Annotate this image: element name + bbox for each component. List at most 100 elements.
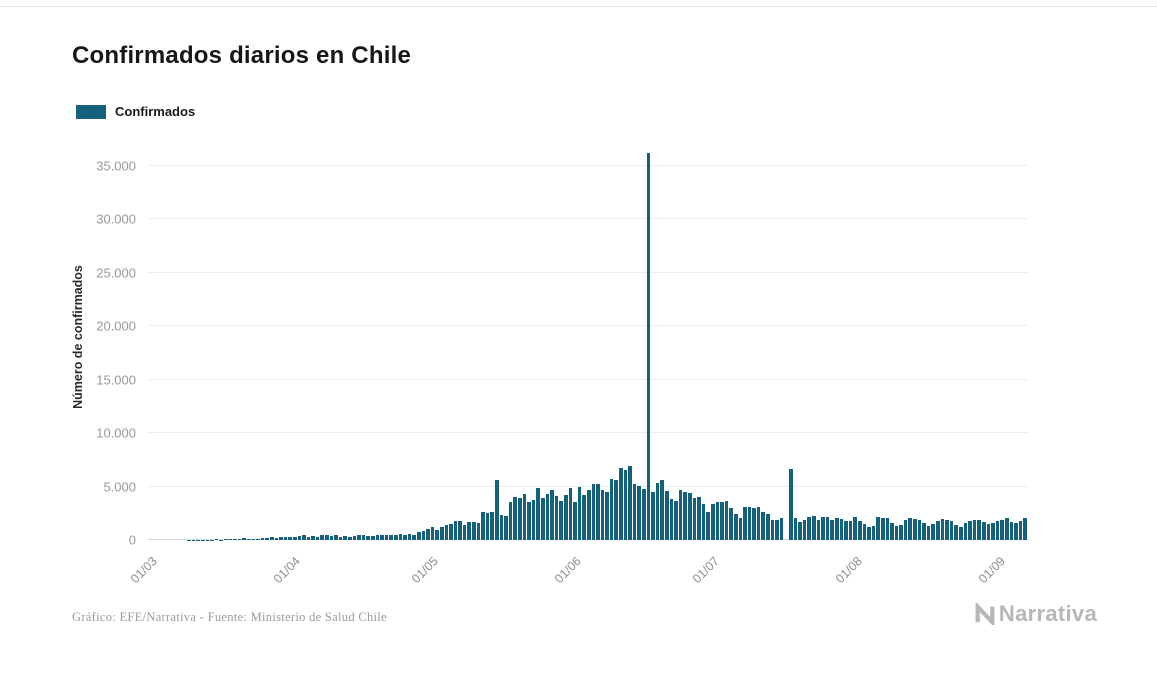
bar[interactable] [412,534,416,540]
legend[interactable]: Confirmados [76,104,195,119]
bar[interactable] [995,521,1000,540]
bar[interactable] [674,501,678,540]
bar[interactable] [646,153,651,540]
bar[interactable] [715,501,720,540]
bar[interactable] [940,518,945,540]
bar[interactable] [1023,517,1027,540]
bar[interactable] [531,500,536,540]
bar[interactable] [596,483,600,540]
bar[interactable] [825,517,830,540]
bar[interactable] [481,511,485,540]
bar[interactable] [554,495,559,540]
bar[interactable] [880,517,885,540]
bar[interactable] [885,518,890,540]
bar[interactable] [329,535,334,540]
bar[interactable] [403,534,407,540]
bar[interactable] [959,526,963,540]
bar[interactable] [545,493,550,540]
bar[interactable] [660,480,664,540]
bar[interactable] [490,511,495,540]
bar[interactable] [720,502,724,540]
bar[interactable] [421,530,426,540]
bar[interactable] [614,480,619,540]
bar[interactable] [600,489,605,540]
bar[interactable] [338,536,343,540]
bar[interactable] [449,523,453,540]
bar[interactable] [665,490,669,540]
bar[interactable] [724,500,729,540]
bar[interactable] [398,534,403,540]
bar[interactable] [972,520,977,540]
bar[interactable] [683,492,687,540]
bar[interactable] [779,517,784,540]
bar[interactable] [288,536,292,540]
bar[interactable] [320,535,325,540]
bar[interactable] [591,483,596,540]
bar[interactable] [325,535,329,540]
bar[interactable] [743,506,747,540]
bar[interactable] [678,490,683,540]
bar[interactable] [269,536,274,540]
bar[interactable] [522,494,527,540]
bar[interactable] [862,524,867,540]
bar[interactable] [747,507,752,540]
bar[interactable] [499,514,504,540]
bar[interactable] [426,529,430,540]
bar[interactable] [775,519,779,540]
bar[interactable] [384,535,389,540]
bar[interactable] [527,502,531,540]
bar[interactable] [871,525,876,540]
bar[interactable] [302,535,306,540]
bar[interactable] [508,502,513,540]
bar[interactable] [504,515,508,540]
bar[interactable] [573,502,577,540]
bar[interactable] [453,520,458,540]
bar[interactable] [458,521,462,540]
bar[interactable] [366,536,370,540]
bar[interactable] [669,499,674,540]
bar[interactable] [416,531,421,540]
bar[interactable] [642,489,646,540]
bar[interactable] [352,536,357,540]
bar[interactable] [876,517,880,540]
bar[interactable] [770,520,775,540]
bar[interactable] [807,517,811,540]
bar[interactable] [485,513,490,540]
bar[interactable] [867,527,871,540]
bar[interactable] [692,498,697,540]
bar[interactable] [766,513,770,540]
bar[interactable] [582,495,586,540]
bar[interactable] [1014,522,1018,540]
bar[interactable] [228,539,233,540]
bar[interactable] [315,536,320,540]
bar[interactable] [816,519,821,540]
bar[interactable] [233,539,237,540]
bar[interactable] [830,519,834,540]
bar[interactable] [536,487,540,540]
bar[interactable] [857,521,862,540]
bar[interactable] [945,519,949,540]
bar[interactable] [348,536,352,540]
bar[interactable] [761,512,766,540]
bar[interactable] [623,470,628,540]
bar[interactable] [297,536,302,540]
bar[interactable] [848,520,853,540]
bar[interactable] [839,519,844,540]
bar[interactable] [894,526,899,540]
bar[interactable] [789,468,793,540]
bar[interactable] [1004,517,1009,540]
bar[interactable] [903,519,908,540]
bar[interactable] [991,522,995,540]
bar[interactable] [375,535,380,540]
bar[interactable] [393,534,398,540]
bar[interactable] [251,539,256,540]
bar[interactable] [738,517,743,540]
bar[interactable] [756,506,761,540]
bar[interactable] [311,536,315,540]
bar[interactable] [729,507,733,540]
bar[interactable] [697,497,701,540]
bar[interactable] [559,500,563,540]
bar[interactable] [931,524,936,540]
bar[interactable] [913,518,917,540]
bar[interactable] [981,521,986,540]
